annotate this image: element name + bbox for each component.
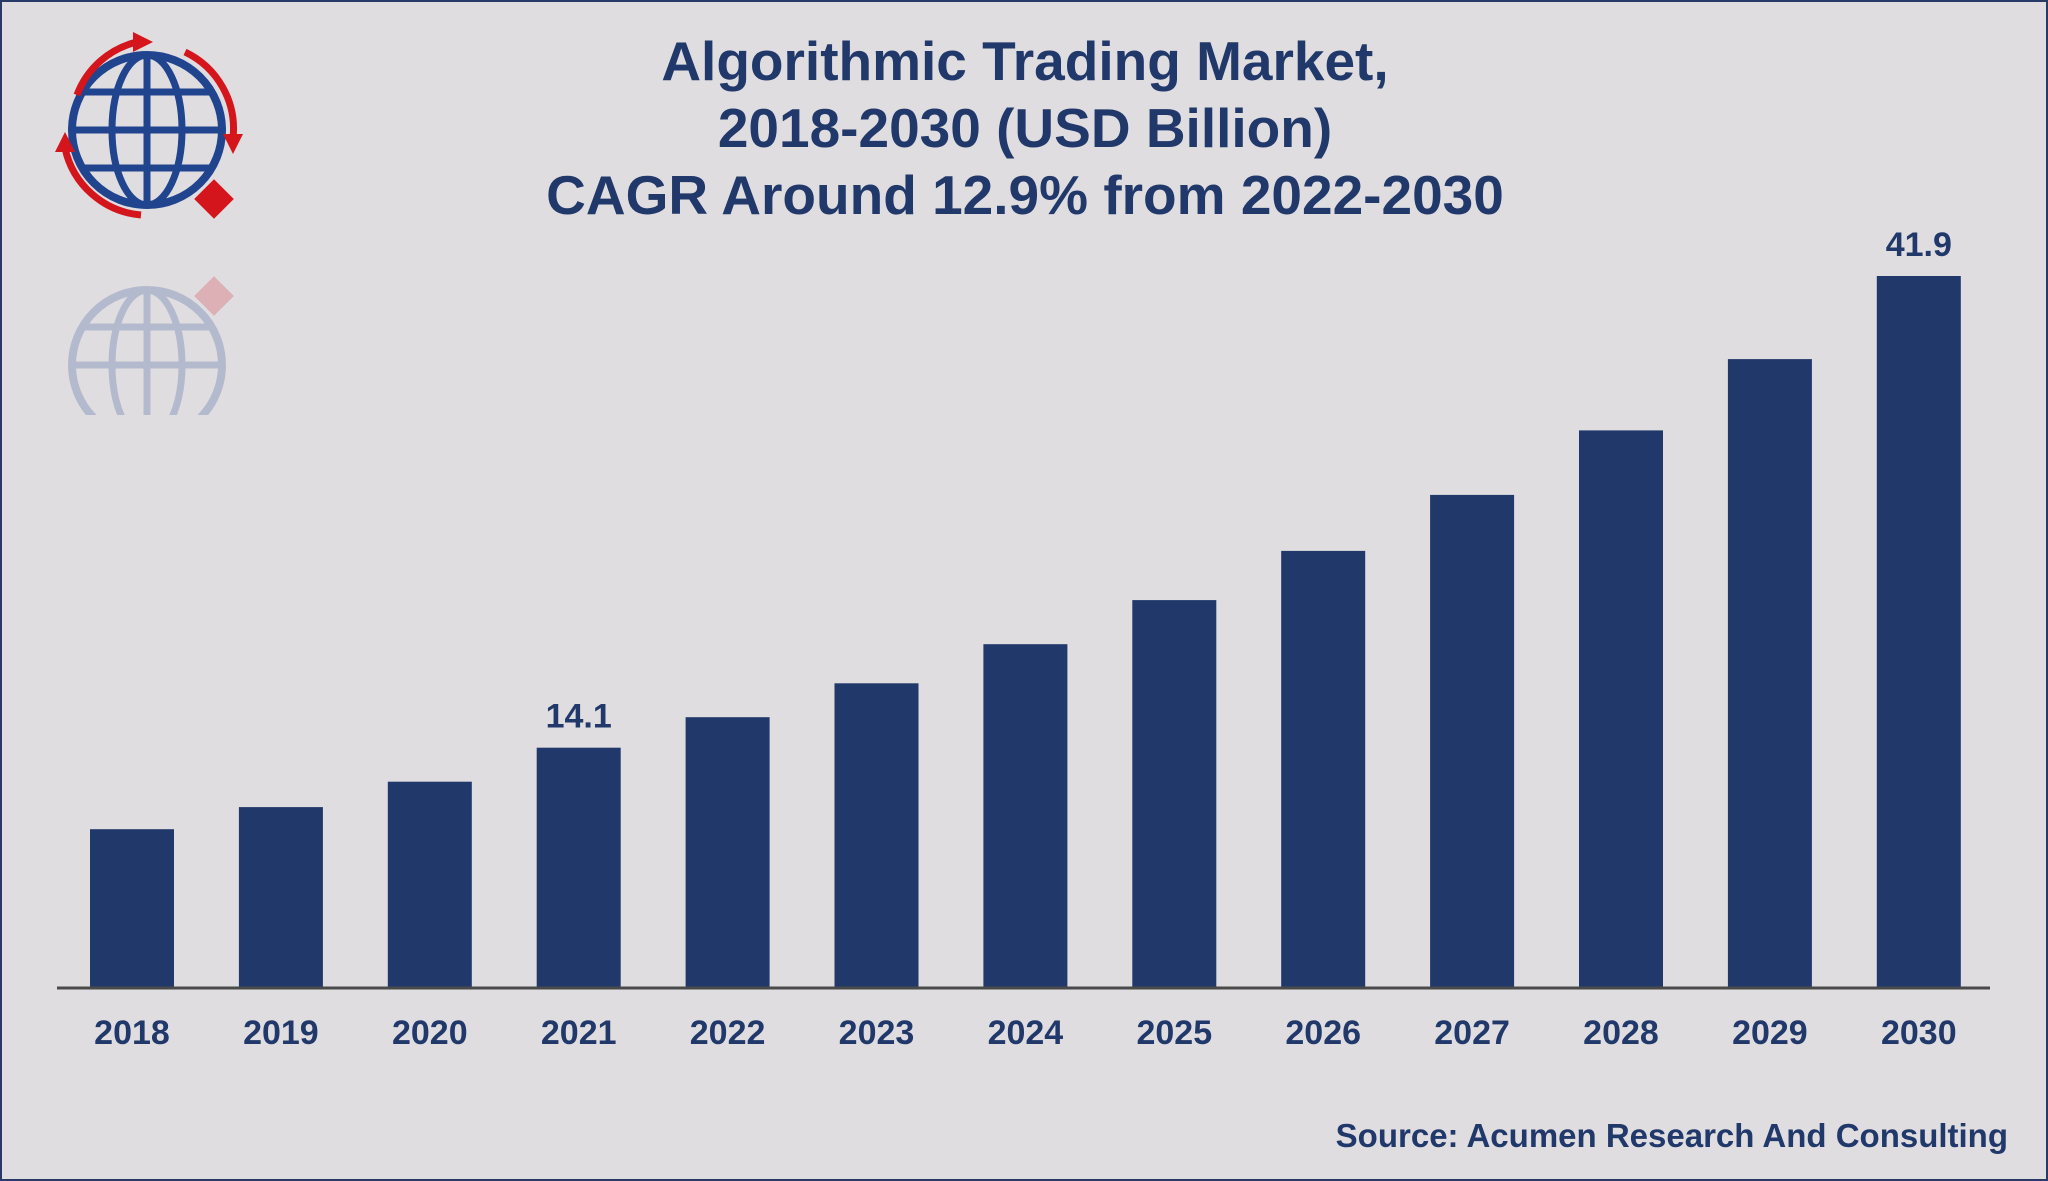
x-tick-label-2022: 2022: [690, 1014, 766, 1052]
data-label-2030: 41.9: [1886, 226, 1952, 264]
bar-2020: [387, 781, 472, 987]
chart-title-line-1: Algorithmic Trading Market,: [661, 30, 1389, 92]
bar-2028: [1579, 430, 1663, 987]
bar-2029: [1727, 359, 1812, 988]
bar-2030: [1876, 276, 1961, 987]
x-tick-label-2030: 2030: [1881, 1014, 1957, 1052]
bar-2024: [983, 644, 1068, 987]
x-tick-label-2018: 2018: [94, 1014, 170, 1052]
data-label-2021: 14.1: [546, 698, 612, 736]
x-tick-label-2021: 2021: [541, 1014, 617, 1052]
globe-logo-icon: [55, 32, 243, 219]
x-tick-label-2020: 2020: [392, 1014, 468, 1052]
chart-title-line-2: 2018-2030 (USD Billion): [717, 97, 1333, 159]
bar-2025: [1132, 600, 1217, 987]
x-tick-label-2025: 2025: [1136, 1014, 1212, 1052]
source-note: Source: Acumen Research And Consulting: [1335, 1117, 2008, 1154]
bars-layer: [90, 276, 1961, 988]
x-tick-label-2027: 2027: [1434, 1014, 1510, 1052]
chart-title: Algorithmic Trading Market, 2018-2030 (U…: [300, 28, 1750, 229]
bar-2027: [1430, 494, 1515, 987]
bar-2022: [685, 717, 770, 987]
x-tick-label-2019: 2019: [243, 1014, 319, 1052]
labels-layer: 2018 2019 2020 2021 2022 2023 2024 2025 2026 2027…: [94, 226, 1956, 1052]
x-tick-label-2029: 2029: [1732, 1014, 1808, 1052]
bar-2026: [1281, 550, 1366, 987]
bar-2021: [536, 747, 621, 987]
bar-2023: [834, 683, 919, 987]
x-tick-label-2028: 2028: [1583, 1014, 1659, 1052]
x-tick-label-2024: 2024: [988, 1014, 1064, 1052]
bar-2019: [238, 807, 323, 987]
globe-logo-reflection-icon: [68, 276, 234, 415]
x-tick-label-2026: 2026: [1285, 1014, 1361, 1052]
chart-title-line-3: CAGR Around 12.9% from 2022-2030: [546, 164, 1504, 226]
x-tick-label-2023: 2023: [839, 1014, 915, 1052]
bar-2018: [90, 829, 174, 987]
